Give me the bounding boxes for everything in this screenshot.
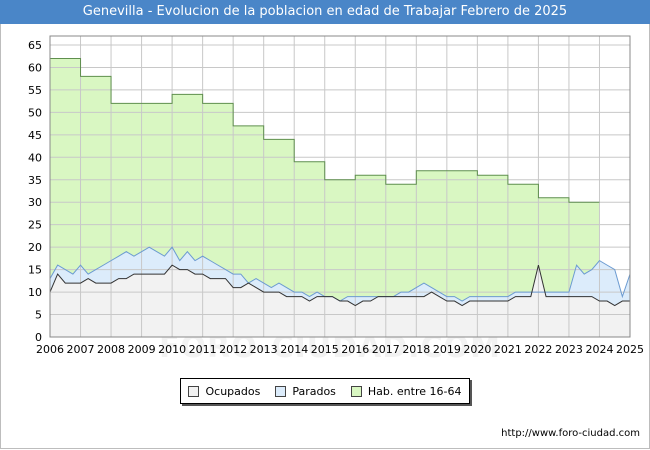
legend-swatch-ocupados	[188, 385, 200, 397]
y-tick-label: 25	[28, 219, 42, 232]
y-tick-label: 45	[28, 129, 42, 142]
legend-label-parados: Parados	[292, 384, 336, 398]
x-tick-label: 2022	[524, 343, 552, 356]
series-hab-line	[50, 57, 600, 203]
y-tick-label: 10	[28, 286, 42, 299]
x-tick-label: 2007	[67, 343, 95, 356]
chart-title: Genevilla - Evolucion de la poblacion en…	[0, 0, 650, 24]
x-tick-label: 2009	[128, 343, 156, 356]
x-tick-label: 2025	[616, 343, 644, 356]
x-tick-label: 2017	[372, 343, 400, 356]
x-tick-label: 2020	[463, 343, 491, 356]
x-tick-label: 2016	[341, 343, 369, 356]
x-tick-label: 2024	[585, 343, 613, 356]
x-tick-label: 2018	[402, 343, 430, 356]
legend-item-parados: Parados	[275, 385, 336, 398]
x-tick-label: 2006	[36, 343, 64, 356]
legend-label-hab: Hab. entre 16-64	[367, 384, 462, 398]
chart-legend: Ocupados Parados Hab. entre 16-64	[180, 378, 470, 404]
y-tick-label: 15	[28, 264, 42, 277]
y-tick-label: 65	[28, 39, 42, 52]
y-tick-label: 30	[28, 196, 42, 209]
plot-border	[49, 35, 631, 338]
y-tick-label: 20	[28, 241, 42, 254]
legend-label-ocupados: Ocupados	[205, 384, 261, 398]
x-tick-label: 2021	[494, 343, 522, 356]
x-tick-label: 2010	[158, 343, 186, 356]
y-tick-label: 35	[28, 174, 42, 187]
x-tick-label: 2015	[311, 343, 339, 356]
legend-item-ocupados: Ocupados	[188, 385, 260, 398]
y-tick-label: 0	[35, 331, 42, 344]
source-link[interactable]: http://www.foro-ciudad.com	[501, 428, 640, 439]
x-tick-label: 2019	[433, 343, 461, 356]
legend-item-hab: Hab. entre 16-64	[350, 384, 462, 398]
y-tick-label: 5	[35, 309, 42, 322]
x-tick-label: 2014	[280, 343, 308, 356]
y-tick-label: 50	[28, 106, 42, 119]
x-tick-label: 2012	[219, 343, 247, 356]
legend-swatch-parados	[275, 385, 287, 397]
y-tick-label: 60	[28, 61, 42, 74]
x-tick-label: 2008	[97, 343, 125, 356]
x-tick-label: 2013	[250, 343, 278, 356]
y-tick-label: 55	[28, 84, 42, 97]
y-tick-label: 40	[28, 151, 42, 164]
x-tick-label: 2011	[189, 343, 217, 356]
legend-swatch-hab	[350, 385, 362, 397]
x-tick-label: 2023	[555, 343, 583, 356]
series-ocupados-line	[49, 264, 630, 307]
